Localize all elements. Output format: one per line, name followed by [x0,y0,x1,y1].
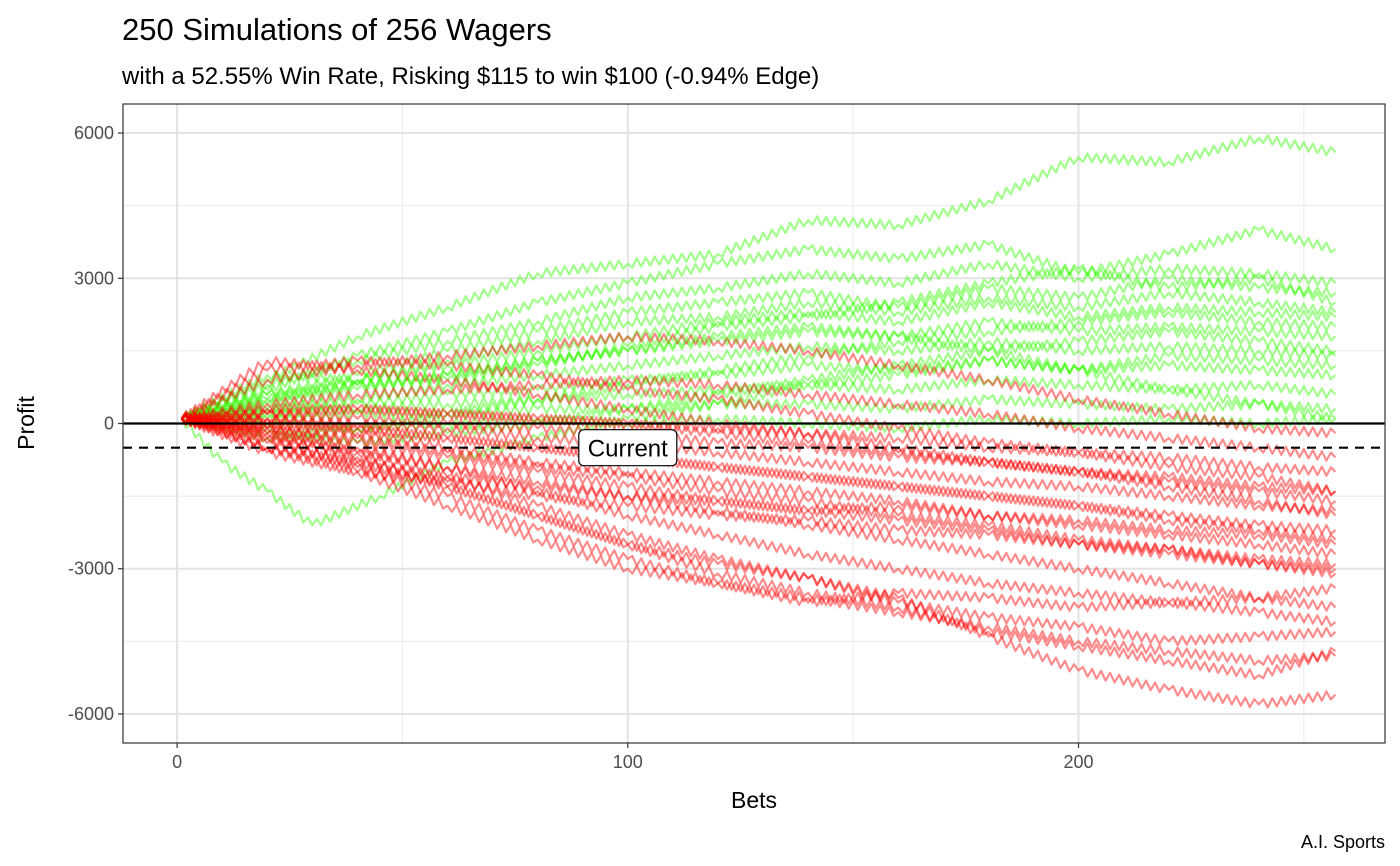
simulation-line [180,375,1337,424]
simulation-line [180,394,1337,425]
simulation-line [181,414,1337,666]
axis-ticks: 0 100 200 -6000 -3000 0 3000 6000 [68,123,1094,772]
chart-title: 250 Simulations of 256 Wagers [122,12,552,47]
simulation-line [180,414,1336,680]
simulation-line [180,414,1337,574]
simulation-line [181,225,1337,423]
simulation-line [181,414,1337,549]
simulation-line [180,356,1337,520]
simulation-line [180,355,1337,424]
simulation-line [180,331,1337,439]
simulation-line [180,415,1337,647]
x-tick-label: 0 [172,752,182,772]
simulation-line [180,413,1337,608]
simulation-line [180,403,1337,477]
simulation-line [180,413,1337,536]
simulation-line [180,259,1337,421]
current-label-text: Current [588,436,668,463]
simulation-line [180,336,1337,424]
chart-subtitle: with a 52.55% Win Rate, Risking $115 to … [121,63,819,90]
simulation-line [180,134,1337,420]
y-tick-label: 0 [104,414,114,434]
simulation-line [181,355,1337,496]
simulation-line [180,403,1337,506]
y-tick-label: 3000 [74,268,114,288]
simulation-line [180,273,1337,423]
x-axis-title: Bets [731,787,777,813]
simulation-line [180,416,1337,570]
y-tick-label: 6000 [74,123,114,143]
current-label-box [578,429,678,467]
y-tick-label: -6000 [68,704,114,724]
y-tick-label: -3000 [68,559,114,579]
chart-caption: A.I. Sports [1301,832,1385,852]
simulation-line [180,321,1337,424]
y-axis-title: Profit [13,396,39,450]
x-tick-label: 100 [613,752,643,772]
simulation-line [180,316,1337,424]
x-tick-label: 200 [1063,752,1093,772]
current-label: Current [578,429,678,467]
reference-lines [123,422,1385,449]
simulation-line [180,263,1336,424]
simulation-line [180,326,1337,448]
simulation-line [180,413,1337,559]
simulation-line [180,413,1337,544]
simulation-line [180,415,1337,627]
simulation-line [180,288,1337,420]
simulation-line [180,414,1337,709]
simulation-lines [180,134,1337,709]
simulation-line [180,350,1337,527]
simulation-line [180,298,1337,423]
simulation-line [180,408,1337,497]
simulation-line [180,414,1337,579]
simulation-line [180,375,1337,462]
simulation-line [180,413,1337,434]
simulation-line [180,414,1337,612]
